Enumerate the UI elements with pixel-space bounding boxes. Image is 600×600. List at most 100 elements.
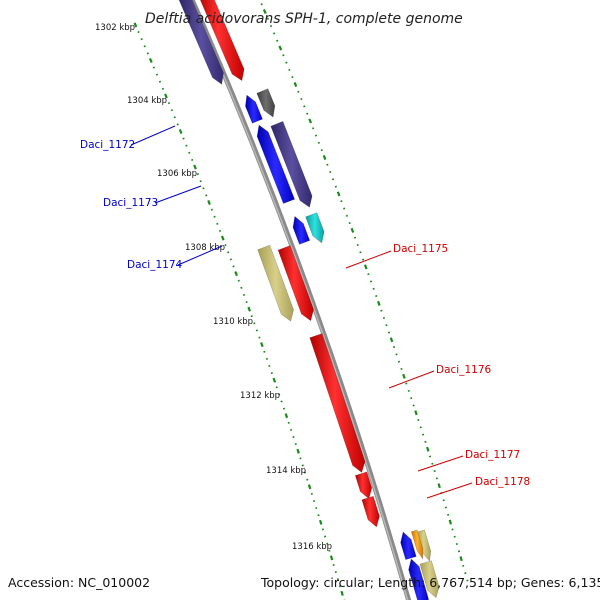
tick-mark xyxy=(234,271,238,277)
gene-feature-daci-1172[interactable] xyxy=(245,94,263,124)
tick-mark xyxy=(345,214,349,217)
tick-mark xyxy=(387,331,391,334)
gene-feature-khaki[interactable] xyxy=(419,560,440,599)
tick-mark xyxy=(290,428,293,431)
tick-mark xyxy=(205,194,208,197)
tick-mark xyxy=(359,251,362,254)
gene-feature-daci-1178[interactable] xyxy=(361,495,380,528)
tick-mark xyxy=(280,400,283,403)
gene-label-daci-1177[interactable]: Daci_1177 xyxy=(465,449,520,461)
tick-track-group xyxy=(133,3,469,600)
gene-feature-daci-1177[interactable] xyxy=(354,471,373,500)
tick-mark xyxy=(448,519,453,525)
gene-feature-daci-1173[interactable] xyxy=(256,124,295,204)
tick-mark xyxy=(350,227,355,233)
gene-labels: Daci_1172 Daci_1173 Daci_1174 Daci_1175 … xyxy=(80,125,530,499)
gene-feature-navy[interactable] xyxy=(178,0,224,85)
tick-label: 1304 kbp xyxy=(127,96,167,106)
tick-mark xyxy=(199,180,202,183)
tick-mark xyxy=(329,170,332,174)
tick-mark xyxy=(176,123,179,126)
tick-mark xyxy=(385,324,388,327)
tick-mark xyxy=(375,294,378,298)
genome-backbone xyxy=(189,0,412,600)
tick-mark xyxy=(400,367,403,371)
tick-mark xyxy=(426,446,430,452)
tick-mark xyxy=(293,82,298,87)
tick-mark xyxy=(272,377,277,383)
tick-mark xyxy=(167,101,171,105)
tick-mark xyxy=(133,22,138,28)
gene-label-daci-1176[interactable]: Daci_1176 xyxy=(436,364,492,376)
tick-mark xyxy=(250,315,253,318)
tick-mark xyxy=(300,98,303,101)
tick-mark xyxy=(317,141,320,144)
tick-mark xyxy=(260,342,264,348)
gene-feature-daci-1174-outer[interactable] xyxy=(305,212,325,244)
gene-feature-gray[interactable] xyxy=(256,88,276,118)
gene-label-daci-1173[interactable]: Daci_1173 xyxy=(103,197,158,209)
tick-mark xyxy=(291,76,294,79)
leader-line xyxy=(130,125,176,146)
gene-feature-orange[interactable] xyxy=(411,529,424,560)
gene-feature-daci-1174[interactable] xyxy=(292,215,311,245)
tick-mark xyxy=(363,264,368,270)
tick-mark xyxy=(348,222,351,225)
leader-line xyxy=(177,245,223,266)
gene-feature-daci-1176[interactable] xyxy=(309,333,366,473)
tick-label: 1310 kbp xyxy=(213,317,253,327)
tick-mark xyxy=(270,372,273,375)
tick-mark xyxy=(372,287,375,290)
tick-mark xyxy=(278,45,283,51)
tick-mark xyxy=(173,116,176,119)
tick-mark xyxy=(326,163,329,166)
gene-feature-blue[interactable] xyxy=(400,531,417,560)
gene-label-daci-1178[interactable]: Daci_1178 xyxy=(475,476,530,488)
gene-feature-red[interactable] xyxy=(197,0,245,82)
tick-mark xyxy=(263,350,266,353)
tick-mark xyxy=(161,87,165,90)
gene-feature-group xyxy=(178,0,440,600)
tick-mark xyxy=(334,185,337,188)
tick-mark xyxy=(245,300,248,304)
tick-mark xyxy=(240,286,243,289)
tick-mark xyxy=(269,25,273,28)
tick-mark xyxy=(282,407,286,410)
tick-mark xyxy=(288,68,291,71)
tick-mark xyxy=(284,413,289,419)
tick-mark xyxy=(143,45,146,48)
tick-mark xyxy=(382,316,386,319)
gene-feature-blue[interactable] xyxy=(408,558,430,600)
tick-mark xyxy=(389,337,394,343)
genome-title: Delftia acidovorans SPH-1, complete geno… xyxy=(145,11,463,27)
tick-mark xyxy=(178,129,183,134)
tick-mark xyxy=(218,229,222,233)
tick-mark xyxy=(276,39,279,42)
gene-label-daci-1174[interactable]: Daci_1174 xyxy=(127,259,183,271)
gene-feature-daci-1175[interactable] xyxy=(277,245,314,322)
tick-mark xyxy=(320,149,323,152)
tick-mark xyxy=(314,134,318,137)
gene-feature-daci-1173-outer[interactable] xyxy=(270,121,313,208)
tick-mark xyxy=(216,222,219,225)
tick-label: 1312 kbp xyxy=(240,391,280,401)
tick-mark xyxy=(307,484,312,490)
tick-mark xyxy=(140,38,143,41)
tick-mark xyxy=(188,151,191,154)
tick-mark xyxy=(191,158,194,161)
tick-label: 1314 kbp xyxy=(266,466,306,476)
gene-label-daci-1175[interactable]: Daci_1175 xyxy=(393,243,448,255)
gene-feature-khaki[interactable] xyxy=(416,529,432,563)
tick-mark xyxy=(331,178,335,181)
tick-mark xyxy=(340,200,343,203)
tick-mark xyxy=(343,207,346,210)
tick-mark xyxy=(137,30,140,34)
gene-label-daci-1172[interactable]: Daci_1172 xyxy=(80,139,135,151)
gene-feature-daci-1175-outer[interactable] xyxy=(257,244,294,322)
tick-mark xyxy=(437,483,441,489)
tick-mark xyxy=(247,306,251,312)
tick-mark xyxy=(224,244,227,247)
tick-label: 1316 kbp xyxy=(292,542,332,552)
tick-mark xyxy=(319,519,323,525)
tick-mark xyxy=(459,556,463,562)
